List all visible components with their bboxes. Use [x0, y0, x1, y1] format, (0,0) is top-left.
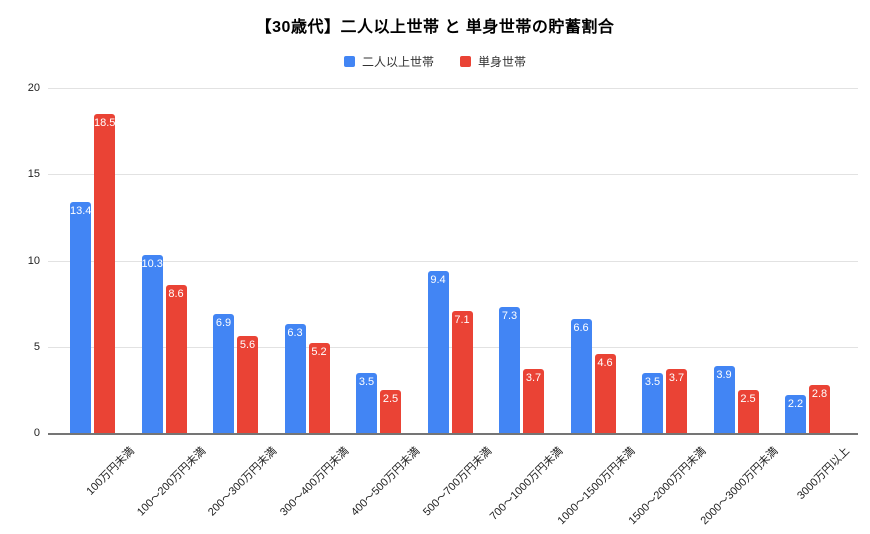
legend-swatch-red: [460, 56, 471, 67]
bar-二人以上世帯: 6.9: [213, 313, 234, 433]
x-axis-label: 700〜1000万円未満: [487, 445, 566, 523]
bar-二人以上世帯: 2.2: [785, 395, 806, 433]
bar-value-label: 3.9: [716, 368, 732, 381]
bar-value-label: 7.1: [454, 313, 470, 326]
bar-単身世帯: 8.6: [165, 284, 187, 433]
legend-swatch-blue: [343, 56, 355, 67]
bar-二人以上世帯: 9.4: [427, 270, 449, 433]
bar-value-label: 6.6: [573, 322, 589, 335]
bar-value-label: 2.5: [740, 392, 756, 405]
chart-title: 【30歳代】二人以上世帯 と 単身世帯の貯蓄割合: [255, 19, 615, 36]
bar-単身世帯: 2.5: [737, 389, 759, 433]
bar-value-label: 3.7: [668, 372, 685, 385]
bar-単身世帯: 2.5: [380, 389, 401, 433]
bar-単身世帯: 3.7: [666, 369, 687, 433]
y-axis-tick-label: 0: [33, 427, 40, 439]
bar-単身世帯: 3.7: [523, 369, 544, 433]
bar-value-label: 3.5: [358, 375, 375, 388]
bar-value-label: 9.4: [430, 273, 446, 286]
bar-value-label: 4.6: [597, 356, 613, 369]
bar-単身世帯: 7.1: [451, 310, 473, 433]
legend-label: 二人以上世帯: [361, 55, 434, 69]
legend-item-single-household: 単身世帯: [460, 53, 526, 70]
bar-value-label: 2.5: [382, 392, 399, 405]
x-axis-label: 200〜300万円未満: [206, 445, 280, 519]
x-axis-label: 100〜200万円未満: [134, 445, 209, 519]
bar-二人以上世帯: 3.5: [642, 372, 663, 433]
y-axis-tick-label: 5: [33, 340, 40, 353]
bar-value-label: 5.2: [311, 346, 327, 359]
bar-単身世帯: 4.6: [594, 353, 616, 433]
legend-label: 単身世帯: [478, 55, 527, 69]
bar-value-label: 6.3: [287, 327, 303, 340]
x-axis-label: 2000〜3000万円未満: [698, 445, 781, 528]
bar-二人以上世帯: 7.3: [499, 307, 520, 433]
bar-value-label: 7.3: [501, 310, 518, 323]
gridline: [48, 88, 858, 89]
y-axis-tick-label: 10: [27, 254, 40, 267]
bar-value-label: 10.3: [141, 258, 163, 271]
y-axis-tick-label: 20: [27, 82, 40, 94]
x-axis-line: [48, 433, 858, 435]
bar-value-label: 6.9: [215, 316, 232, 329]
bar-value-label: 5.6: [239, 339, 256, 352]
bar-単身世帯: 5.6: [237, 336, 258, 433]
x-axis-label: 300〜400万円未満: [277, 445, 352, 519]
gridline: [48, 260, 858, 262]
bar-二人以上世帯: 3.9: [713, 365, 735, 433]
legend: 二人以上世帯 単身世帯: [0, 53, 870, 70]
bar-value-label: 18.5: [94, 116, 116, 129]
gridline: [48, 174, 858, 176]
x-axis-label: 500〜700万円未満: [420, 445, 495, 519]
bar-value-label: 2.2: [787, 398, 804, 411]
bar-value-label: 2.8: [811, 387, 828, 400]
bar-二人以上世帯: 6.3: [284, 324, 306, 433]
x-axis-label: 100万円未満: [84, 445, 137, 498]
bar-value-label: 8.6: [168, 287, 184, 300]
bar-value-label: 3.7: [525, 372, 542, 385]
bar-二人以上世帯: 13.4: [70, 201, 92, 433]
y-axis-tick-label: 15: [27, 168, 40, 181]
bar-単身世帯: 2.8: [809, 384, 830, 433]
bar-value-label: 3.5: [644, 375, 661, 388]
bar-二人以上世帯: 10.3: [141, 255, 163, 433]
x-axis-label: 3000万円以上: [794, 445, 852, 503]
x-axis-label: 400〜500万円未満: [349, 445, 423, 519]
bar-単身世帯: 5.2: [308, 343, 330, 433]
bar-単身世帯: 18.5: [94, 113, 116, 433]
bar-value-label: 13.4: [70, 204, 92, 217]
bar-二人以上世帯: 6.6: [570, 319, 592, 433]
legend-item-two-person-household: 二人以上世帯: [343, 53, 434, 70]
bar-二人以上世帯: 3.5: [356, 372, 377, 433]
